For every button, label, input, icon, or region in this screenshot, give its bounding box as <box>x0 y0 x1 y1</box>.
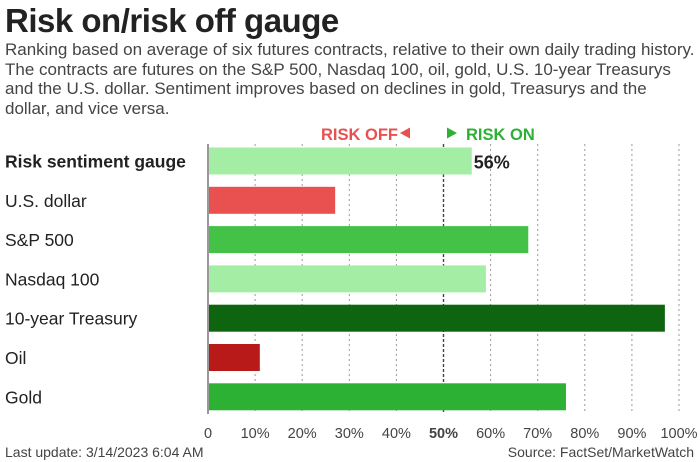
category-label: 10-year Treasury <box>5 309 138 329</box>
x-tick-label: 90% <box>617 426 646 442</box>
risk-on-arrow-icon <box>447 127 457 139</box>
category-label: Oil <box>5 348 26 368</box>
bar <box>209 226 529 254</box>
bar <box>209 147 472 175</box>
bar <box>209 304 665 332</box>
risk-legend: RISK OFF RISK ON <box>321 126 535 144</box>
x-tick-label: 50% <box>429 426 458 442</box>
data-label: 56% <box>474 153 510 173</box>
category-label: Risk sentiment gauge <box>5 152 186 172</box>
x-tick-label: 60% <box>476 426 505 442</box>
category-label: Gold <box>5 387 42 407</box>
x-tick-label: 10% <box>241 426 270 442</box>
x-tick-label: 70% <box>523 426 552 442</box>
x-tick-label: 100% <box>660 426 697 442</box>
bar <box>209 265 486 293</box>
x-tick-label: 40% <box>382 426 411 442</box>
x-tick-label: 30% <box>335 426 364 442</box>
category-label: Nasdaq 100 <box>5 269 100 289</box>
category-label: U.S. dollar <box>5 191 87 211</box>
chart-subtitle: Ranking based on average of six futures … <box>5 40 695 118</box>
last-update: Last update: 3/14/2023 6:04 AM <box>5 444 204 460</box>
bar <box>209 344 260 371</box>
bar <box>209 383 566 411</box>
risk-off-arrow-icon <box>400 127 410 139</box>
risk-off-label: RISK OFF <box>321 126 398 144</box>
risk-on-label: RISK ON <box>466 126 535 144</box>
x-tick-label: 20% <box>288 426 317 442</box>
x-tick-label: 80% <box>570 426 599 442</box>
chart-title: Risk on/risk off gauge <box>5 2 339 39</box>
category-label: S&P 500 <box>5 230 74 250</box>
bar <box>209 186 336 214</box>
x-tick-label: 0 <box>204 426 212 442</box>
source-note: Source: FactSet/MarketWatch <box>507 444 694 460</box>
